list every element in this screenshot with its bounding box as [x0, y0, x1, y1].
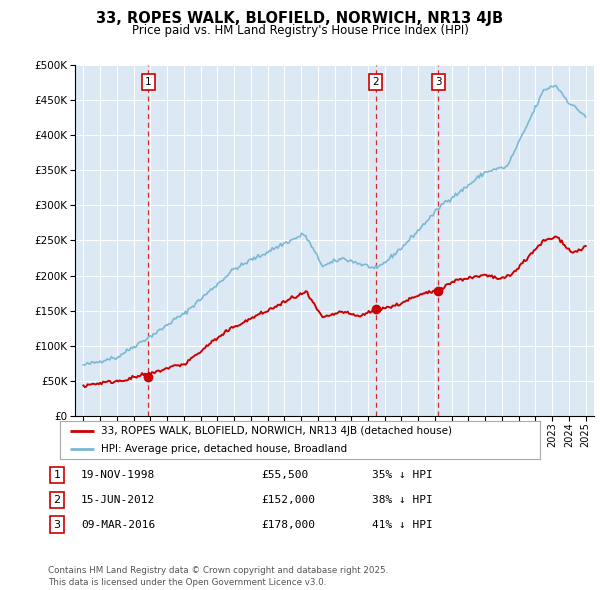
Text: 2: 2 — [372, 77, 379, 87]
Text: £55,500: £55,500 — [261, 470, 308, 480]
Text: HPI: Average price, detached house, Broadland: HPI: Average price, detached house, Broa… — [101, 444, 347, 454]
Text: 19-NOV-1998: 19-NOV-1998 — [81, 470, 155, 480]
Text: 35% ↓ HPI: 35% ↓ HPI — [372, 470, 433, 480]
Text: 33, ROPES WALK, BLOFIELD, NORWICH, NR13 4JB (detached house): 33, ROPES WALK, BLOFIELD, NORWICH, NR13 … — [101, 427, 452, 437]
Text: 3: 3 — [435, 77, 442, 87]
Text: 2: 2 — [53, 495, 61, 504]
Text: 41% ↓ HPI: 41% ↓ HPI — [372, 520, 433, 529]
Text: £178,000: £178,000 — [261, 520, 315, 529]
Text: 1: 1 — [145, 77, 152, 87]
Text: £152,000: £152,000 — [261, 495, 315, 504]
Text: Contains HM Land Registry data © Crown copyright and database right 2025.
This d: Contains HM Land Registry data © Crown c… — [48, 566, 388, 587]
Text: 38% ↓ HPI: 38% ↓ HPI — [372, 495, 433, 504]
Text: 15-JUN-2012: 15-JUN-2012 — [81, 495, 155, 504]
Text: 3: 3 — [53, 520, 61, 529]
Text: 09-MAR-2016: 09-MAR-2016 — [81, 520, 155, 529]
Text: 33, ROPES WALK, BLOFIELD, NORWICH, NR13 4JB: 33, ROPES WALK, BLOFIELD, NORWICH, NR13 … — [97, 11, 503, 25]
Text: Price paid vs. HM Land Registry's House Price Index (HPI): Price paid vs. HM Land Registry's House … — [131, 24, 469, 37]
Text: 1: 1 — [53, 470, 61, 480]
